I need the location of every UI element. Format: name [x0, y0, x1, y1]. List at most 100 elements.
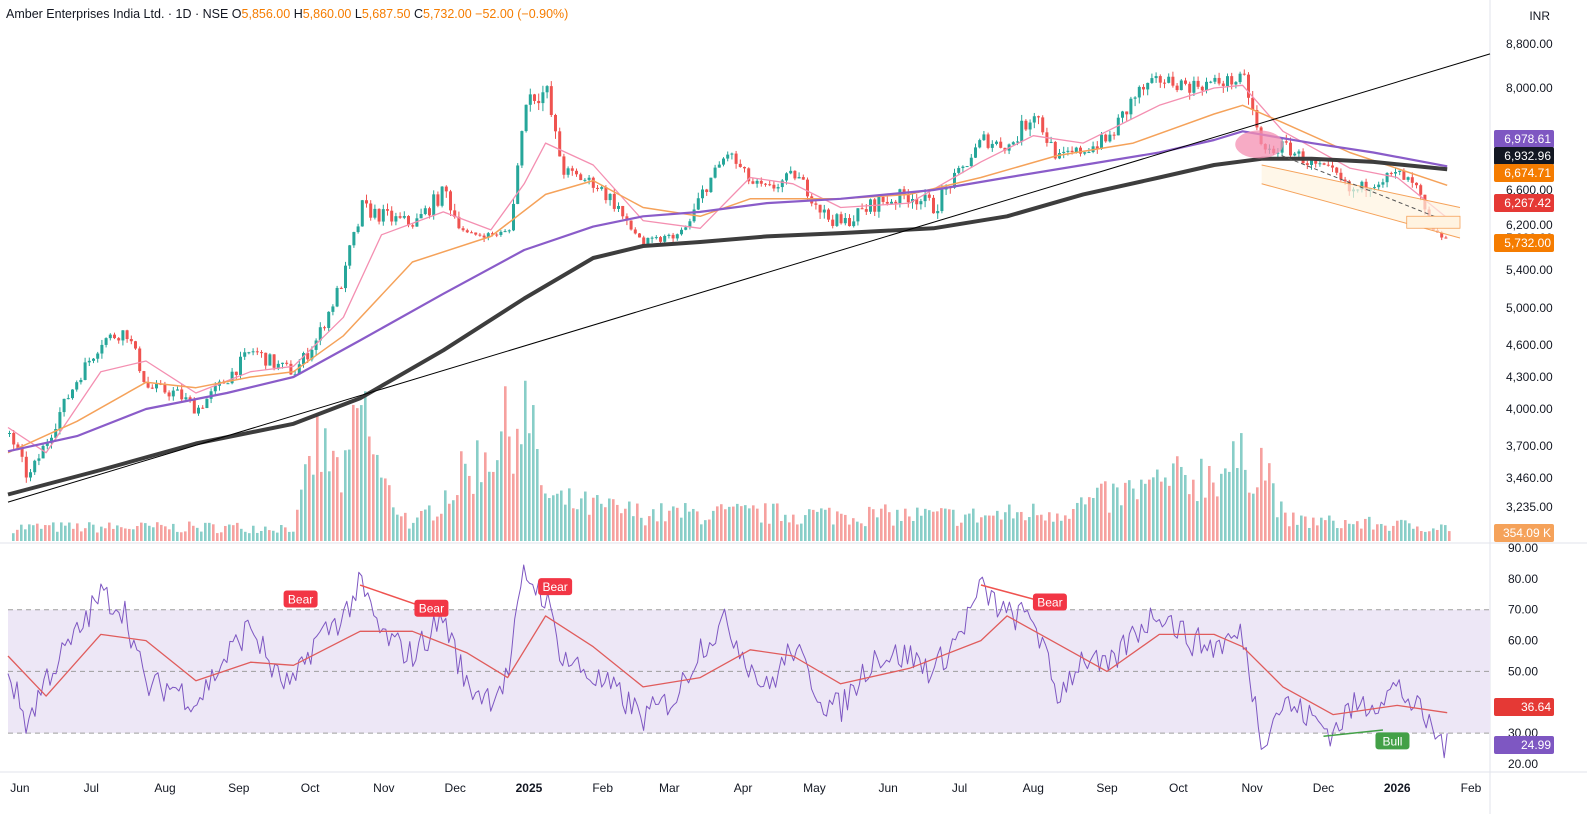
volume-bar	[412, 522, 415, 541]
candle-body	[37, 458, 41, 461]
volume-bar	[44, 525, 47, 541]
candle	[33, 459, 37, 475]
candle-body	[1385, 172, 1389, 183]
candle-body	[1112, 134, 1116, 136]
candle-body	[839, 214, 843, 224]
candle	[1188, 81, 1192, 100]
volume-bar	[1000, 519, 1003, 541]
candle-body	[134, 341, 137, 349]
volume-bar	[940, 508, 943, 541]
volume-bar	[876, 517, 879, 541]
candle	[1196, 76, 1200, 90]
candle	[751, 177, 755, 185]
candle-body	[604, 187, 608, 201]
volume-bar	[244, 531, 247, 541]
currency-label[interactable]: INR	[1529, 9, 1550, 23]
candle-body	[339, 287, 343, 289]
candle-body	[461, 228, 465, 231]
volume-bar	[724, 509, 727, 541]
candle-body	[696, 198, 700, 210]
candle-body	[323, 327, 326, 329]
candle-body	[1247, 74, 1250, 98]
volume-bar	[836, 511, 839, 541]
candle	[486, 232, 490, 241]
candle	[974, 143, 977, 158]
candle-body	[566, 168, 570, 175]
volume-bar	[796, 524, 799, 541]
volume-bar	[1208, 465, 1211, 541]
volume-bar	[452, 500, 455, 541]
volume-bar	[348, 449, 351, 541]
candle	[1020, 114, 1024, 146]
candle	[1293, 151, 1297, 157]
candle	[541, 85, 545, 112]
candle	[436, 191, 440, 208]
volume-bar	[1148, 479, 1151, 541]
candle	[680, 227, 683, 236]
volume-bar	[552, 495, 555, 541]
candle	[1028, 119, 1032, 137]
volume-bar	[240, 528, 243, 541]
volume-bar	[488, 471, 491, 541]
volume-bar	[524, 380, 527, 541]
candle-body	[16, 444, 20, 449]
candle-body	[1087, 152, 1091, 154]
candle	[848, 214, 851, 227]
candle	[852, 215, 856, 228]
volume-bar	[956, 525, 959, 541]
volume-bar	[1008, 504, 1011, 541]
volume-bar	[88, 522, 91, 541]
candle-body	[1154, 76, 1158, 79]
volume-bar	[96, 532, 99, 541]
volume-bar	[984, 515, 987, 541]
candle-body	[1444, 237, 1448, 239]
price-value-tag-text: 6,978.61	[1504, 132, 1551, 146]
volume-bar	[56, 531, 59, 541]
candle-body	[1377, 184, 1381, 188]
time-tick-label: Feb	[592, 781, 613, 795]
candle	[554, 113, 557, 139]
candle	[558, 127, 562, 157]
candle-body	[465, 230, 469, 233]
candle	[1234, 81, 1238, 89]
volume-bar	[144, 523, 147, 541]
candle-body	[1104, 134, 1108, 142]
candle-body	[650, 237, 654, 239]
candle-body	[583, 179, 587, 181]
candle	[982, 130, 986, 141]
volume-bar	[1360, 528, 1363, 541]
volume-bar	[1396, 520, 1399, 541]
volume-bar	[1276, 517, 1279, 541]
volume-bar	[960, 522, 963, 541]
candle	[1209, 80, 1213, 84]
volume-bar	[1252, 493, 1255, 541]
candle-body	[176, 389, 179, 391]
volume-bar	[472, 493, 475, 541]
candle-body	[54, 429, 58, 438]
candle	[1095, 141, 1099, 154]
symbol-label[interactable]: Amber Enterprises India Ltd. · 1D · NSE	[6, 7, 229, 21]
candle-body	[125, 330, 129, 340]
volume-bar	[1444, 525, 1447, 541]
volume-bar	[1216, 496, 1219, 541]
bull-label-text: Bull	[1382, 734, 1402, 748]
candle	[360, 199, 364, 227]
candle-body	[1331, 165, 1334, 168]
volume-bar	[1312, 517, 1315, 541]
candle-body	[772, 184, 776, 189]
candle	[352, 231, 356, 248]
candle-body	[1440, 232, 1444, 238]
rsi-value-tag-text: 36.64	[1521, 700, 1551, 714]
candle	[323, 325, 326, 331]
volume-bar	[1152, 477, 1155, 541]
time-tick-label: Aug	[154, 781, 175, 795]
candle-body	[764, 183, 767, 185]
volume-bar	[1372, 529, 1375, 541]
candle-body	[1074, 147, 1078, 153]
candle	[1154, 72, 1158, 83]
volume-bar	[1356, 521, 1359, 541]
candle-body	[747, 168, 751, 182]
candle	[1032, 112, 1036, 129]
candle-body	[348, 245, 352, 266]
